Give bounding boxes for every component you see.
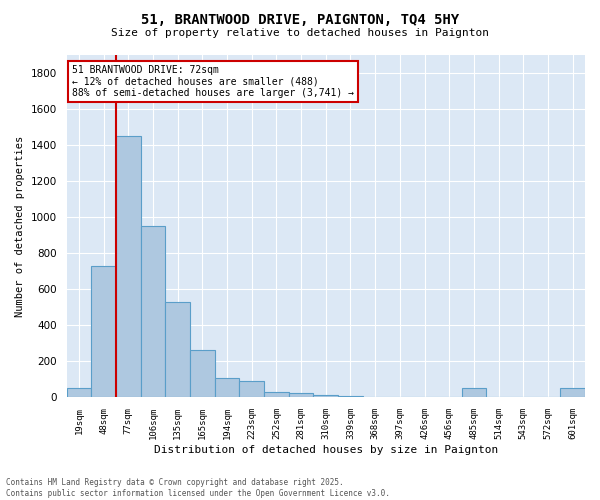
Text: Contains HM Land Registry data © Crown copyright and database right 2025.
Contai: Contains HM Land Registry data © Crown c… xyxy=(6,478,390,498)
Bar xyxy=(215,378,239,398)
Bar xyxy=(264,392,289,398)
Bar xyxy=(91,266,116,398)
Text: 51, BRANTWOOD DRIVE, PAIGNTON, TQ4 5HY: 51, BRANTWOOD DRIVE, PAIGNTON, TQ4 5HY xyxy=(141,12,459,26)
Y-axis label: Number of detached properties: Number of detached properties xyxy=(15,136,25,317)
Bar xyxy=(116,136,140,398)
Bar xyxy=(190,350,215,398)
X-axis label: Distribution of detached houses by size in Paignton: Distribution of detached houses by size … xyxy=(154,445,498,455)
Bar xyxy=(67,388,91,398)
Bar xyxy=(461,388,486,398)
Bar xyxy=(165,302,190,398)
Text: 51 BRANTWOOD DRIVE: 72sqm
← 12% of detached houses are smaller (488)
88% of semi: 51 BRANTWOOD DRIVE: 72sqm ← 12% of detac… xyxy=(72,66,354,98)
Bar xyxy=(239,381,264,398)
Text: Size of property relative to detached houses in Paignton: Size of property relative to detached ho… xyxy=(111,28,489,38)
Bar xyxy=(338,396,363,398)
Bar xyxy=(313,395,338,398)
Bar xyxy=(289,393,313,398)
Bar xyxy=(388,396,412,398)
Bar xyxy=(412,396,437,398)
Bar xyxy=(560,388,585,398)
Bar xyxy=(140,226,165,398)
Bar xyxy=(363,396,388,398)
